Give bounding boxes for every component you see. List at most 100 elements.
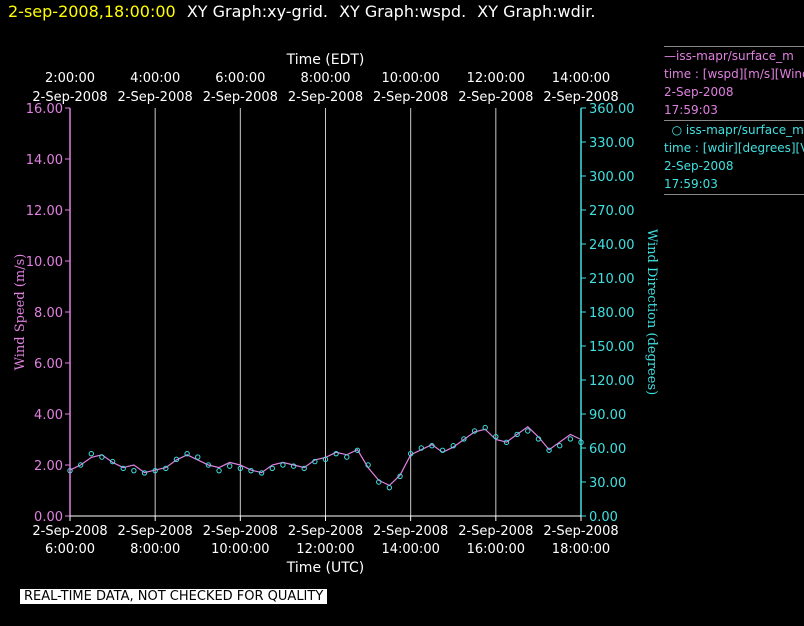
- top-tick-time: 2:00:00: [45, 71, 95, 86]
- bottom-tick-date: 2-Sep-2008: [458, 524, 533, 539]
- top-tick-time: 4:00:00: [130, 71, 180, 86]
- wind-direction-point: [557, 443, 563, 449]
- wind-direction-point: [109, 458, 116, 465]
- wind-direction-point: [205, 462, 212, 468]
- left-tick-label: 14.00: [26, 153, 63, 168]
- wind-direction-point: [195, 454, 201, 460]
- top-tick-date: 2-Sep-2008: [288, 90, 363, 105]
- bottom-tick-time: 18:00:00: [552, 542, 610, 557]
- wind-direction-point: [216, 467, 222, 474]
- left-tick-label: 2.00: [34, 459, 63, 474]
- wind-direction-point: [269, 465, 275, 472]
- right-tick-label: 60.00: [589, 442, 626, 457]
- right-tick-label: 300.00: [589, 170, 635, 185]
- left-tick-label: 0.00: [34, 510, 63, 525]
- bottom-tick-date: 2-Sep-2008: [543, 524, 618, 539]
- wind-direction-point: [365, 462, 371, 468]
- legend-variable: time : [wdir][degrees][V: [664, 141, 804, 155]
- legend-entry-wdir[interactable]: ○ iss-mapr/surface_m time : [wdir][degre…: [664, 121, 804, 195]
- left-tick-label: 10.00: [26, 255, 63, 270]
- graph-name-wspd: XY Graph:wspd.: [339, 2, 467, 21]
- bottom-tick-time: 16:00:00: [467, 542, 525, 557]
- wind-direction-point: [88, 450, 94, 457]
- timestamp: 2-sep-2008,18:00:00: [8, 2, 176, 21]
- bottom-tick-time: 12:00:00: [296, 542, 354, 557]
- bottom-tick-time: 6:00:00: [45, 542, 95, 557]
- wind-direction-point: [450, 443, 456, 449]
- bottom-tick-date: 2-Sep-2008: [118, 524, 193, 539]
- graph-name-wdir: XY Graph:wdir.: [477, 2, 596, 21]
- wind-direction-point: [429, 443, 435, 449]
- wind-direction-point: [131, 467, 137, 474]
- wind-direction-point: [312, 458, 318, 465]
- title-bar: 2-sep-2008,18:00:00 XY Graph:xy-grid. XY…: [8, 2, 595, 21]
- graph-name-grid: XY Graph:xy-grid.: [186, 2, 328, 21]
- left-axis-title: Wind Speed (m/s): [13, 254, 28, 371]
- wind-direction-point: [99, 454, 105, 460]
- wind-direction-point: [344, 454, 350, 460]
- top-tick-time: 14:00:00: [552, 71, 610, 86]
- left-tick-label: 4.00: [34, 408, 63, 423]
- quality-disclaimer: REAL-TIME DATA, NOT CHECKED FOR QUALITY: [20, 589, 328, 604]
- wind-direction-point: [471, 428, 478, 434]
- left-tick-label: 8.00: [34, 306, 63, 321]
- top-tick-time: 8:00:00: [300, 71, 350, 86]
- wind-direction-point: [439, 447, 446, 453]
- wind-direction-point: [322, 456, 329, 463]
- legend-date: 2-Sep-2008: [664, 159, 734, 173]
- top-tick-date: 2-Sep-2008: [373, 90, 448, 105]
- right-tick-label: 240.00: [589, 238, 635, 253]
- wind-direction-point: [173, 456, 180, 463]
- vertical-gridlines: [154, 108, 497, 516]
- wind-direction-point: [354, 447, 361, 453]
- axes: 0.00 2.00 4.00 6.00 8.00 10.00 12.00 14.00 16.00…: [13, 52, 659, 576]
- wind-direction-point: [525, 428, 531, 434]
- right-tick-label: 210.00: [589, 272, 635, 287]
- top-tick-date: 2-Sep-2008: [32, 90, 107, 105]
- bottom-tick-date: 2-Sep-2008: [32, 524, 107, 539]
- wind-direction-point: [258, 470, 265, 476]
- wind-direction-point: [493, 433, 499, 440]
- legend-entry-wspd[interactable]: —iss-mapr/surface_m time : [wspd][m/s][W…: [664, 46, 804, 121]
- wind-direction-point: [567, 436, 574, 442]
- wind-direction-point: [407, 450, 414, 457]
- legend: —iss-mapr/surface_m time : [wspd][m/s][W…: [664, 46, 804, 195]
- left-tick-label: 6.00: [34, 357, 63, 372]
- wind-direction-point: [152, 467, 158, 474]
- right-tick-label: 30.00: [589, 476, 626, 491]
- legend-variable: time : [wspd][m/s][Wind: [664, 67, 804, 81]
- wind-direction-point: [546, 447, 552, 453]
- top-tick-date: 2-Sep-2008: [543, 90, 618, 105]
- bottom-tick-date: 2-Sep-2008: [373, 524, 448, 539]
- wind-direction-point: [120, 465, 126, 472]
- wind-direction-point: [418, 445, 425, 451]
- bottom-tick-time: 14:00:00: [381, 542, 439, 557]
- wind-direction-point: [237, 465, 244, 472]
- wind-direction-point: [503, 439, 510, 446]
- bottom-tick-date: 2-Sep-2008: [288, 524, 363, 539]
- right-tick-label: 270.00: [589, 204, 635, 219]
- wind-direction-point: [535, 436, 542, 442]
- right-axis-title: Wind Direction (degrees): [644, 229, 659, 395]
- wind-direction-point: [514, 431, 520, 438]
- right-tick-label: 0.00: [589, 510, 618, 525]
- wind-direction-point: [280, 462, 286, 468]
- legend-source: iss-mapr/surface_m: [685, 123, 804, 137]
- right-tick-label: 90.00: [589, 408, 626, 423]
- top-tick-time: 6:00:00: [215, 71, 265, 86]
- bottom-tick-time: 8:00:00: [130, 542, 180, 557]
- wind-direction-point: [333, 450, 339, 457]
- wind-direction-point: [482, 424, 488, 431]
- top-tick-date: 2-Sep-2008: [458, 90, 533, 105]
- legend-source: iss-mapr/surface_m: [676, 49, 794, 63]
- right-tick-label: 150.00: [589, 340, 635, 355]
- right-tick-label: 330.00: [589, 136, 635, 151]
- top-tick-time: 12:00:00: [467, 71, 525, 86]
- top-tick-date: 2-Sep-2008: [203, 90, 278, 105]
- left-tick-label: 12.00: [26, 204, 63, 219]
- wind-direction-point: [226, 463, 233, 469]
- bottom-tick-time: 10:00:00: [211, 542, 269, 557]
- wind-direction-point: [184, 450, 190, 457]
- wind-direction-point: [248, 467, 254, 474]
